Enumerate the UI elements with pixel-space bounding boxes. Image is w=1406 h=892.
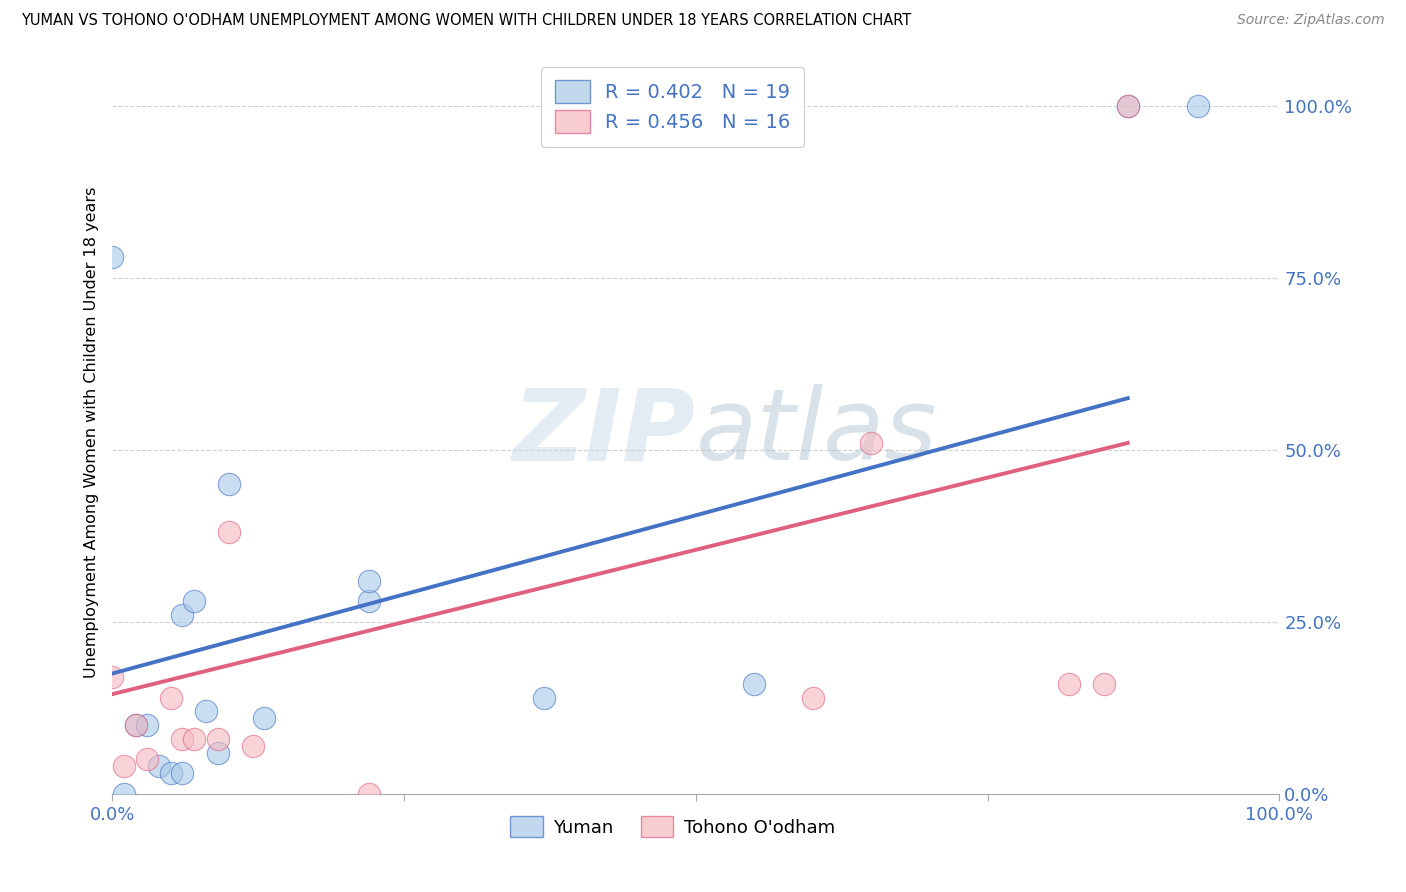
Point [136,718,159,732]
Point [125,718,148,732]
Point [1116,99,1139,113]
Point [207,731,229,746]
Point [801,690,824,705]
Point [1059,677,1081,691]
Point [101,250,124,264]
Point [253,711,276,725]
Point [183,594,205,608]
Point [359,574,381,588]
Point [860,436,883,450]
Point [1187,99,1209,113]
Point [183,731,205,746]
Text: Source: ZipAtlas.com: Source: ZipAtlas.com [1237,13,1385,28]
Y-axis label: Unemployment Among Women with Children Under 18 years: Unemployment Among Women with Children U… [83,187,98,678]
Legend: Yuman, Tohono O'odham: Yuman, Tohono O'odham [501,807,844,847]
Point [101,670,124,684]
Point [125,718,148,732]
Point [359,787,381,801]
Point [359,594,381,608]
Point [1094,677,1116,691]
Point [172,766,194,780]
Point [160,690,183,705]
Text: atlas: atlas [696,384,938,481]
Point [207,746,229,760]
Point [112,787,135,801]
Point [136,752,159,766]
Point [1116,99,1139,113]
Text: ZIP: ZIP [513,384,696,481]
Text: YUMAN VS TOHONO O'ODHAM UNEMPLOYMENT AMONG WOMEN WITH CHILDREN UNDER 18 YEARS CO: YUMAN VS TOHONO O'ODHAM UNEMPLOYMENT AMO… [21,13,911,29]
Point [533,690,555,705]
Point [112,759,135,773]
Point [172,607,194,622]
Point [242,739,264,753]
Point [148,759,170,773]
Point [160,766,183,780]
Point [194,704,217,718]
Point [218,477,240,491]
Point [172,731,194,746]
Point [218,525,240,540]
Point [744,677,766,691]
